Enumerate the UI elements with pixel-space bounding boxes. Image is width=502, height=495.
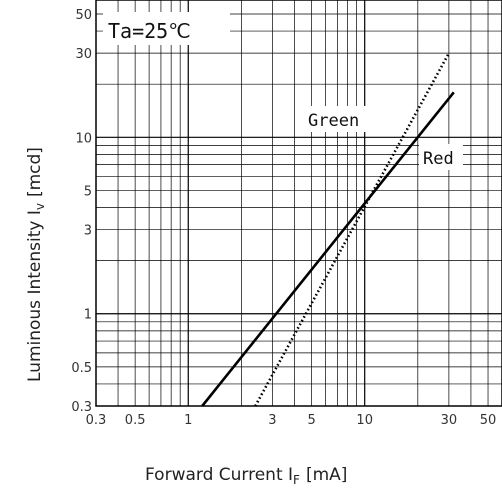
y-tick-label: 5: [84, 184, 92, 199]
y-axis-title-unit: [mcd]: [25, 147, 45, 197]
series-layer: [201, 52, 455, 407]
y-tick-label: 50: [75, 8, 92, 23]
plot-background: [96, 0, 502, 406]
series-label-red-bg: [419, 144, 463, 170]
series-label-green: Green: [308, 111, 359, 131]
x-axis-title-main: Forward Current I: [145, 465, 293, 485]
x-tick-label: 1: [184, 413, 192, 428]
x-tick-label: 3: [268, 413, 276, 428]
x-tick-label: 5: [307, 413, 315, 428]
annotation-box: [103, 12, 230, 45]
y-tick-label: 3: [84, 224, 92, 239]
annotation-text: Ta=25℃: [108, 19, 191, 43]
x-axis-title-subscript: F: [293, 473, 300, 487]
x-axis-title-unit: [mA]: [306, 465, 347, 485]
y-tick-label: 1: [84, 308, 92, 323]
plot-frame: [95, 0, 502, 407]
series-label-green-bg: [305, 106, 379, 132]
x-tick-label: 50: [480, 413, 497, 428]
y-tick-label: 10: [75, 131, 92, 146]
series-line-red: [201, 91, 455, 407]
x-tick-label: 10: [356, 413, 373, 428]
y-tick-label: 30: [75, 47, 92, 62]
series-label-red: Red: [423, 149, 454, 169]
x-tick-label: 0.5: [125, 413, 146, 428]
tick-labels: 0.3 0.5 1 3 5 10 30 50 0.3 0.5 1 3 5 10 30 50: [71, 8, 496, 428]
x-tick-label: 0.3: [86, 413, 107, 428]
y-axis-title-main: Luminous Intensity I: [25, 210, 45, 382]
y-axis-title: Luminous Intensity Iv [mcd]: [25, 147, 47, 382]
y-tick-label: 0.5: [71, 361, 92, 376]
y-tick-label: 0.3: [71, 400, 92, 415]
x-tick-label: 30: [441, 413, 458, 428]
x-axis-title: Forward Current IF [mA]: [145, 465, 347, 487]
y-axis-title-subscript: v: [33, 203, 47, 210]
